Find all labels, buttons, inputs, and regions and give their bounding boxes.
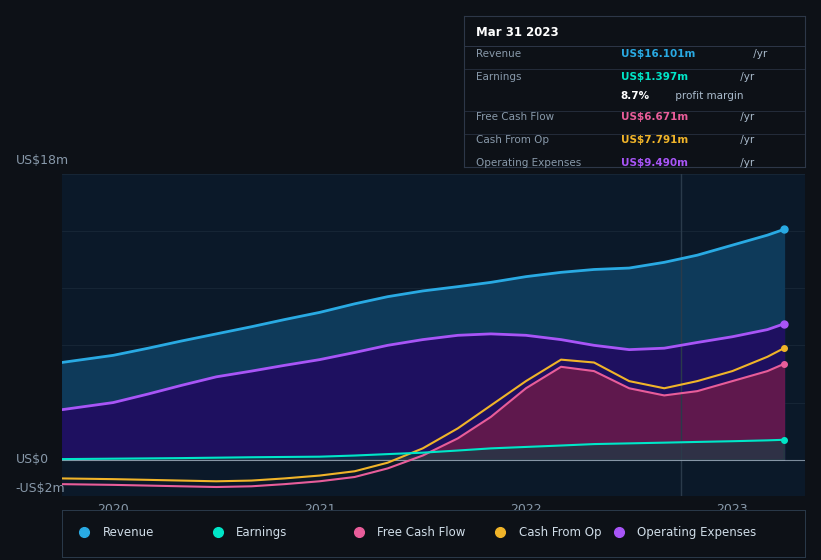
Text: Earnings: Earnings: [476, 72, 521, 82]
Text: US$6.671m: US$6.671m: [621, 113, 688, 123]
Text: US$1.397m: US$1.397m: [621, 72, 688, 82]
Text: 8.7%: 8.7%: [621, 91, 649, 101]
Text: US$16.101m: US$16.101m: [621, 49, 695, 59]
Text: -US$2m: -US$2m: [16, 482, 65, 495]
Text: /yr: /yr: [737, 72, 754, 82]
Text: /yr: /yr: [737, 113, 754, 123]
Text: Revenue: Revenue: [103, 526, 154, 539]
Text: /yr: /yr: [737, 135, 754, 145]
Text: /yr: /yr: [737, 158, 754, 168]
Text: Cash From Op: Cash From Op: [519, 526, 601, 539]
Text: US$9.490m: US$9.490m: [621, 158, 688, 168]
Text: US$18m: US$18m: [16, 154, 69, 167]
Text: Earnings: Earnings: [236, 526, 287, 539]
Text: US$7.791m: US$7.791m: [621, 135, 688, 145]
Text: profit margin: profit margin: [672, 91, 744, 101]
Text: Free Cash Flow: Free Cash Flow: [378, 526, 466, 539]
Text: Mar 31 2023: Mar 31 2023: [476, 26, 558, 39]
Text: Operating Expenses: Operating Expenses: [476, 158, 581, 168]
Text: Revenue: Revenue: [476, 49, 521, 59]
Text: Operating Expenses: Operating Expenses: [637, 526, 757, 539]
Text: /yr: /yr: [750, 49, 768, 59]
Text: Free Cash Flow: Free Cash Flow: [476, 113, 554, 123]
Text: US$0: US$0: [16, 454, 48, 466]
Text: Cash From Op: Cash From Op: [476, 135, 548, 145]
